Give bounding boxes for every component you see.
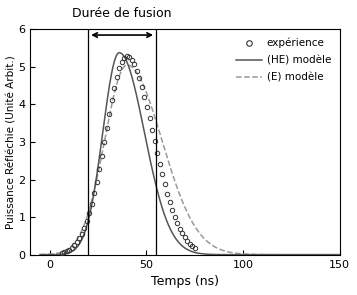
Legend: expérience, (HE) modèle, (E) modèle: expérience, (HE) modèle, (E) modèle xyxy=(232,35,335,86)
Text: Durée de fusion: Durée de fusion xyxy=(72,7,172,20)
X-axis label: Temps (ns): Temps (ns) xyxy=(151,275,219,288)
Y-axis label: Puissance Réfléchie (Unité Arbit.): Puissance Réfléchie (Unité Arbit.) xyxy=(7,55,17,229)
